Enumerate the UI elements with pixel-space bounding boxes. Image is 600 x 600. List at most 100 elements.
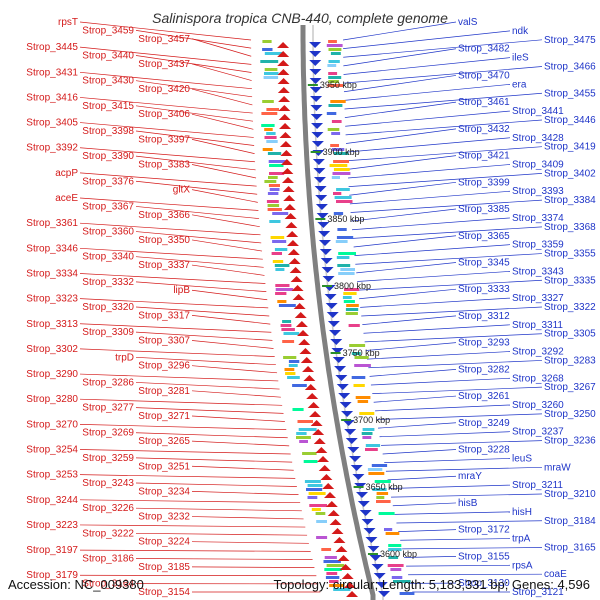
- gene-label-right[interactable]: Strop_3305: [544, 329, 596, 340]
- gene-label-right[interactable]: Strop_3345: [458, 257, 510, 268]
- gene-label-right[interactable]: mraW: [544, 462, 571, 473]
- gene-label-left[interactable]: aceE: [55, 193, 78, 204]
- gene-label-left[interactable]: Strop_3186: [82, 553, 134, 564]
- gene-label-left[interactable]: Strop_3416: [26, 92, 78, 103]
- gene-label-left[interactable]: Strop_3397: [138, 134, 190, 145]
- gene-label-right[interactable]: Strop_3292: [512, 347, 564, 358]
- gene-label-right[interactable]: Strop_3466: [544, 62, 596, 73]
- gene-label-right[interactable]: Strop_3368: [544, 222, 596, 233]
- gene-label-right[interactable]: Strop_3359: [512, 240, 564, 251]
- gene-label-right[interactable]: Strop_3384: [544, 195, 596, 206]
- gene-label-right[interactable]: valS: [458, 17, 478, 28]
- gene-label-right[interactable]: Strop_3402: [544, 168, 596, 179]
- gene-label-right[interactable]: Strop_3228: [458, 445, 510, 456]
- gene-label-left[interactable]: Strop_3164: [82, 579, 134, 590]
- gene-label-left[interactable]: Strop_3317: [138, 310, 190, 321]
- gene-label-left[interactable]: lipB: [173, 285, 190, 296]
- gene-label-left[interactable]: Strop_3290: [26, 369, 78, 380]
- gene-label-left[interactable]: Strop_3350: [138, 235, 190, 246]
- gene-label-left[interactable]: Strop_3223: [26, 520, 78, 531]
- gene-label-right[interactable]: Strop_3446: [544, 115, 596, 126]
- gene-label-right[interactable]: Strop_3475: [544, 35, 596, 46]
- gene-label-right[interactable]: Strop_3261: [458, 391, 510, 402]
- gene-label-left[interactable]: Strop_3366: [138, 210, 190, 221]
- gene-label-left[interactable]: Strop_3154: [138, 587, 190, 598]
- gene-label-left[interactable]: Strop_3259: [82, 453, 134, 464]
- gene-label-right[interactable]: coaE: [544, 569, 567, 580]
- gene-label-left[interactable]: Strop_3286: [82, 377, 134, 388]
- gene-label-right[interactable]: Strop_3322: [544, 302, 596, 313]
- gene-label-right[interactable]: hisH: [512, 507, 532, 518]
- gene-label-left[interactable]: Strop_3392: [26, 143, 78, 154]
- gene-label-right[interactable]: hisB: [458, 498, 478, 509]
- gene-label-left[interactable]: Strop_3309: [82, 327, 134, 338]
- gene-label-left[interactable]: Strop_3430: [82, 76, 134, 87]
- gene-label-right[interactable]: Strop_3237: [512, 427, 564, 438]
- gene-label-left[interactable]: Strop_3253: [26, 470, 78, 481]
- gene-label-left[interactable]: Strop_3280: [26, 394, 78, 405]
- gene-label-left[interactable]: Strop_3437: [138, 59, 190, 70]
- gene-label-left[interactable]: Strop_3360: [82, 227, 134, 238]
- gene-label-right[interactable]: Strop_3482: [458, 44, 510, 55]
- gene-label-right[interactable]: Strop_3455: [544, 88, 596, 99]
- gene-label-left[interactable]: Strop_3254: [26, 445, 78, 456]
- gene-label-left[interactable]: Strop_3222: [82, 528, 134, 539]
- gene-label-left[interactable]: Strop_3179: [26, 570, 78, 581]
- gene-label-right[interactable]: Strop_3355: [544, 249, 596, 260]
- gene-label-right[interactable]: Strop_3432: [458, 124, 510, 135]
- gene-label-left[interactable]: acpP: [55, 168, 78, 179]
- gene-label-right[interactable]: Strop_3121: [512, 587, 564, 598]
- gene-label-right[interactable]: Strop_3312: [458, 311, 510, 322]
- gene-label-left[interactable]: Strop_3361: [26, 218, 78, 229]
- gene-label-left[interactable]: Strop_3390: [82, 151, 134, 162]
- gene-label-left[interactable]: Strop_3265: [138, 436, 190, 447]
- gene-label-left[interactable]: gltX: [173, 185, 191, 196]
- gene-label-left[interactable]: Strop_3367: [82, 201, 134, 212]
- gene-label-right[interactable]: Strop_3249: [458, 418, 510, 429]
- gene-label-right[interactable]: Strop_3399: [458, 177, 510, 188]
- gene-label-left[interactable]: Strop_3232: [138, 512, 190, 523]
- gene-label-right[interactable]: Strop_3327: [512, 293, 564, 304]
- gene-label-right[interactable]: era: [512, 79, 527, 90]
- gene-label-right[interactable]: Strop_3283: [544, 355, 596, 366]
- gene-label-right[interactable]: Strop_3421: [458, 151, 510, 162]
- gene-label-left[interactable]: Strop_3383: [138, 160, 190, 171]
- gene-label-right[interactable]: Strop_3335: [544, 275, 596, 286]
- gene-label-right[interactable]: Strop_3441: [512, 106, 564, 117]
- gene-label-left[interactable]: Strop_3313: [26, 319, 78, 330]
- gene-label-right[interactable]: Strop_3419: [544, 142, 596, 153]
- gene-label-left[interactable]: Strop_3334: [26, 268, 78, 279]
- gene-label-right[interactable]: Strop_3374: [512, 213, 564, 224]
- gene-label-left[interactable]: trpD: [115, 352, 134, 363]
- gene-label-right[interactable]: Strop_3184: [544, 516, 596, 527]
- gene-label-left[interactable]: Strop_3234: [138, 486, 190, 497]
- gene-label-left[interactable]: Strop_3459: [82, 25, 134, 36]
- gene-label-right[interactable]: Strop_3210: [544, 489, 596, 500]
- gene-label-left[interactable]: Strop_3185: [138, 562, 190, 573]
- gene-label-left[interactable]: Strop_3323: [26, 294, 78, 305]
- gene-label-right[interactable]: Strop_3130: [458, 578, 510, 589]
- gene-label-left[interactable]: Strop_3269: [82, 428, 134, 439]
- gene-label-left[interactable]: Strop_3251: [138, 461, 190, 472]
- gene-label-left[interactable]: Strop_3277: [82, 403, 134, 414]
- gene-label-right[interactable]: Strop_3165: [544, 542, 596, 553]
- gene-label-right[interactable]: Strop_3385: [458, 204, 510, 215]
- gene-label-left[interactable]: Strop_3270: [26, 419, 78, 430]
- gene-label-right[interactable]: Strop_3365: [458, 231, 510, 242]
- gene-label-right[interactable]: leuS: [512, 453, 532, 464]
- gene-label-right[interactable]: Strop_3268: [512, 373, 564, 384]
- gene-label-left[interactable]: Strop_3244: [26, 495, 78, 506]
- gene-label-left[interactable]: Strop_3406: [138, 109, 190, 120]
- gene-label-left[interactable]: Strop_3405: [26, 118, 78, 129]
- gene-label-left[interactable]: Strop_3346: [26, 243, 78, 254]
- gene-label-left[interactable]: Strop_3457: [138, 34, 190, 45]
- gene-label-right[interactable]: Strop_3311: [512, 320, 563, 331]
- gene-label-left[interactable]: Strop_3271: [138, 411, 190, 422]
- gene-label-left[interactable]: Strop_3224: [138, 537, 190, 548]
- gene-label-left[interactable]: rpsT: [58, 17, 78, 28]
- gene-label-left[interactable]: Strop_3302: [26, 344, 78, 355]
- gene-label-right[interactable]: Strop_3461: [458, 97, 510, 108]
- gene-label-left[interactable]: Strop_3197: [26, 545, 78, 556]
- gene-label-left[interactable]: Strop_3431: [26, 67, 78, 78]
- gene-label-left[interactable]: Strop_3398: [82, 126, 134, 137]
